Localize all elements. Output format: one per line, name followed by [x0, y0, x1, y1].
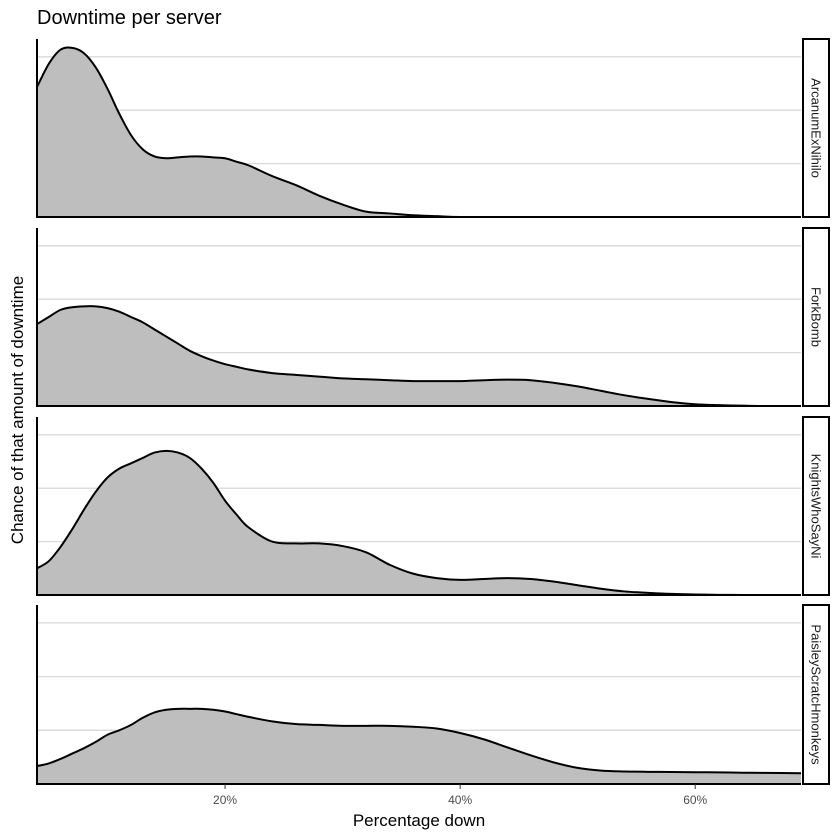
y-axis-title: Chance of that amount of downtime — [8, 276, 27, 544]
density-area — [37, 306, 801, 407]
panel-axis — [36, 605, 801, 785]
facet-panel: ArcanumExNihilo — [36, 38, 830, 219]
chart-title: Downtime per server — [37, 7, 222, 29]
x-tick-label: 60% — [683, 793, 707, 807]
facet-strip-label: ArcanumExNihilo — [809, 78, 824, 178]
density-line — [36, 449, 801, 597]
facet-panel: KnightsWhoSayNi — [36, 416, 830, 597]
x-tick-label: 40% — [448, 793, 472, 807]
facet-strip-label: ForkBomb — [809, 287, 824, 347]
density-area — [37, 450, 801, 596]
density-line — [36, 305, 802, 408]
facet-strip-label: PaisleyScratcHmonkeys — [809, 624, 824, 765]
facet-panels: ArcanumExNihilo ForkBomb KnightsWhoSayNi Pa… — [36, 38, 830, 785]
facet-panel: ForkBomb — [36, 227, 830, 408]
facet-strip — [802, 38, 830, 218]
facet-strip — [802, 604, 830, 785]
panel-axis — [36, 228, 801, 407]
facet-strip — [802, 416, 830, 596]
density-line — [36, 707, 802, 775]
density-area — [37, 47, 801, 218]
x-axis-ticks: 20% 40% 60% — [213, 784, 708, 807]
facet-strip-label: KnightsWhoSayNi — [809, 454, 824, 559]
x-tick-label: 20% — [213, 793, 237, 807]
facet-panel: PaisleyScratcHmonkeys — [36, 604, 830, 785]
panel-axis — [36, 39, 801, 218]
x-axis-title: Percentage down — [353, 811, 485, 830]
panel-axis — [36, 417, 801, 596]
density-area — [37, 708, 801, 784]
facet-strip — [802, 227, 830, 407]
